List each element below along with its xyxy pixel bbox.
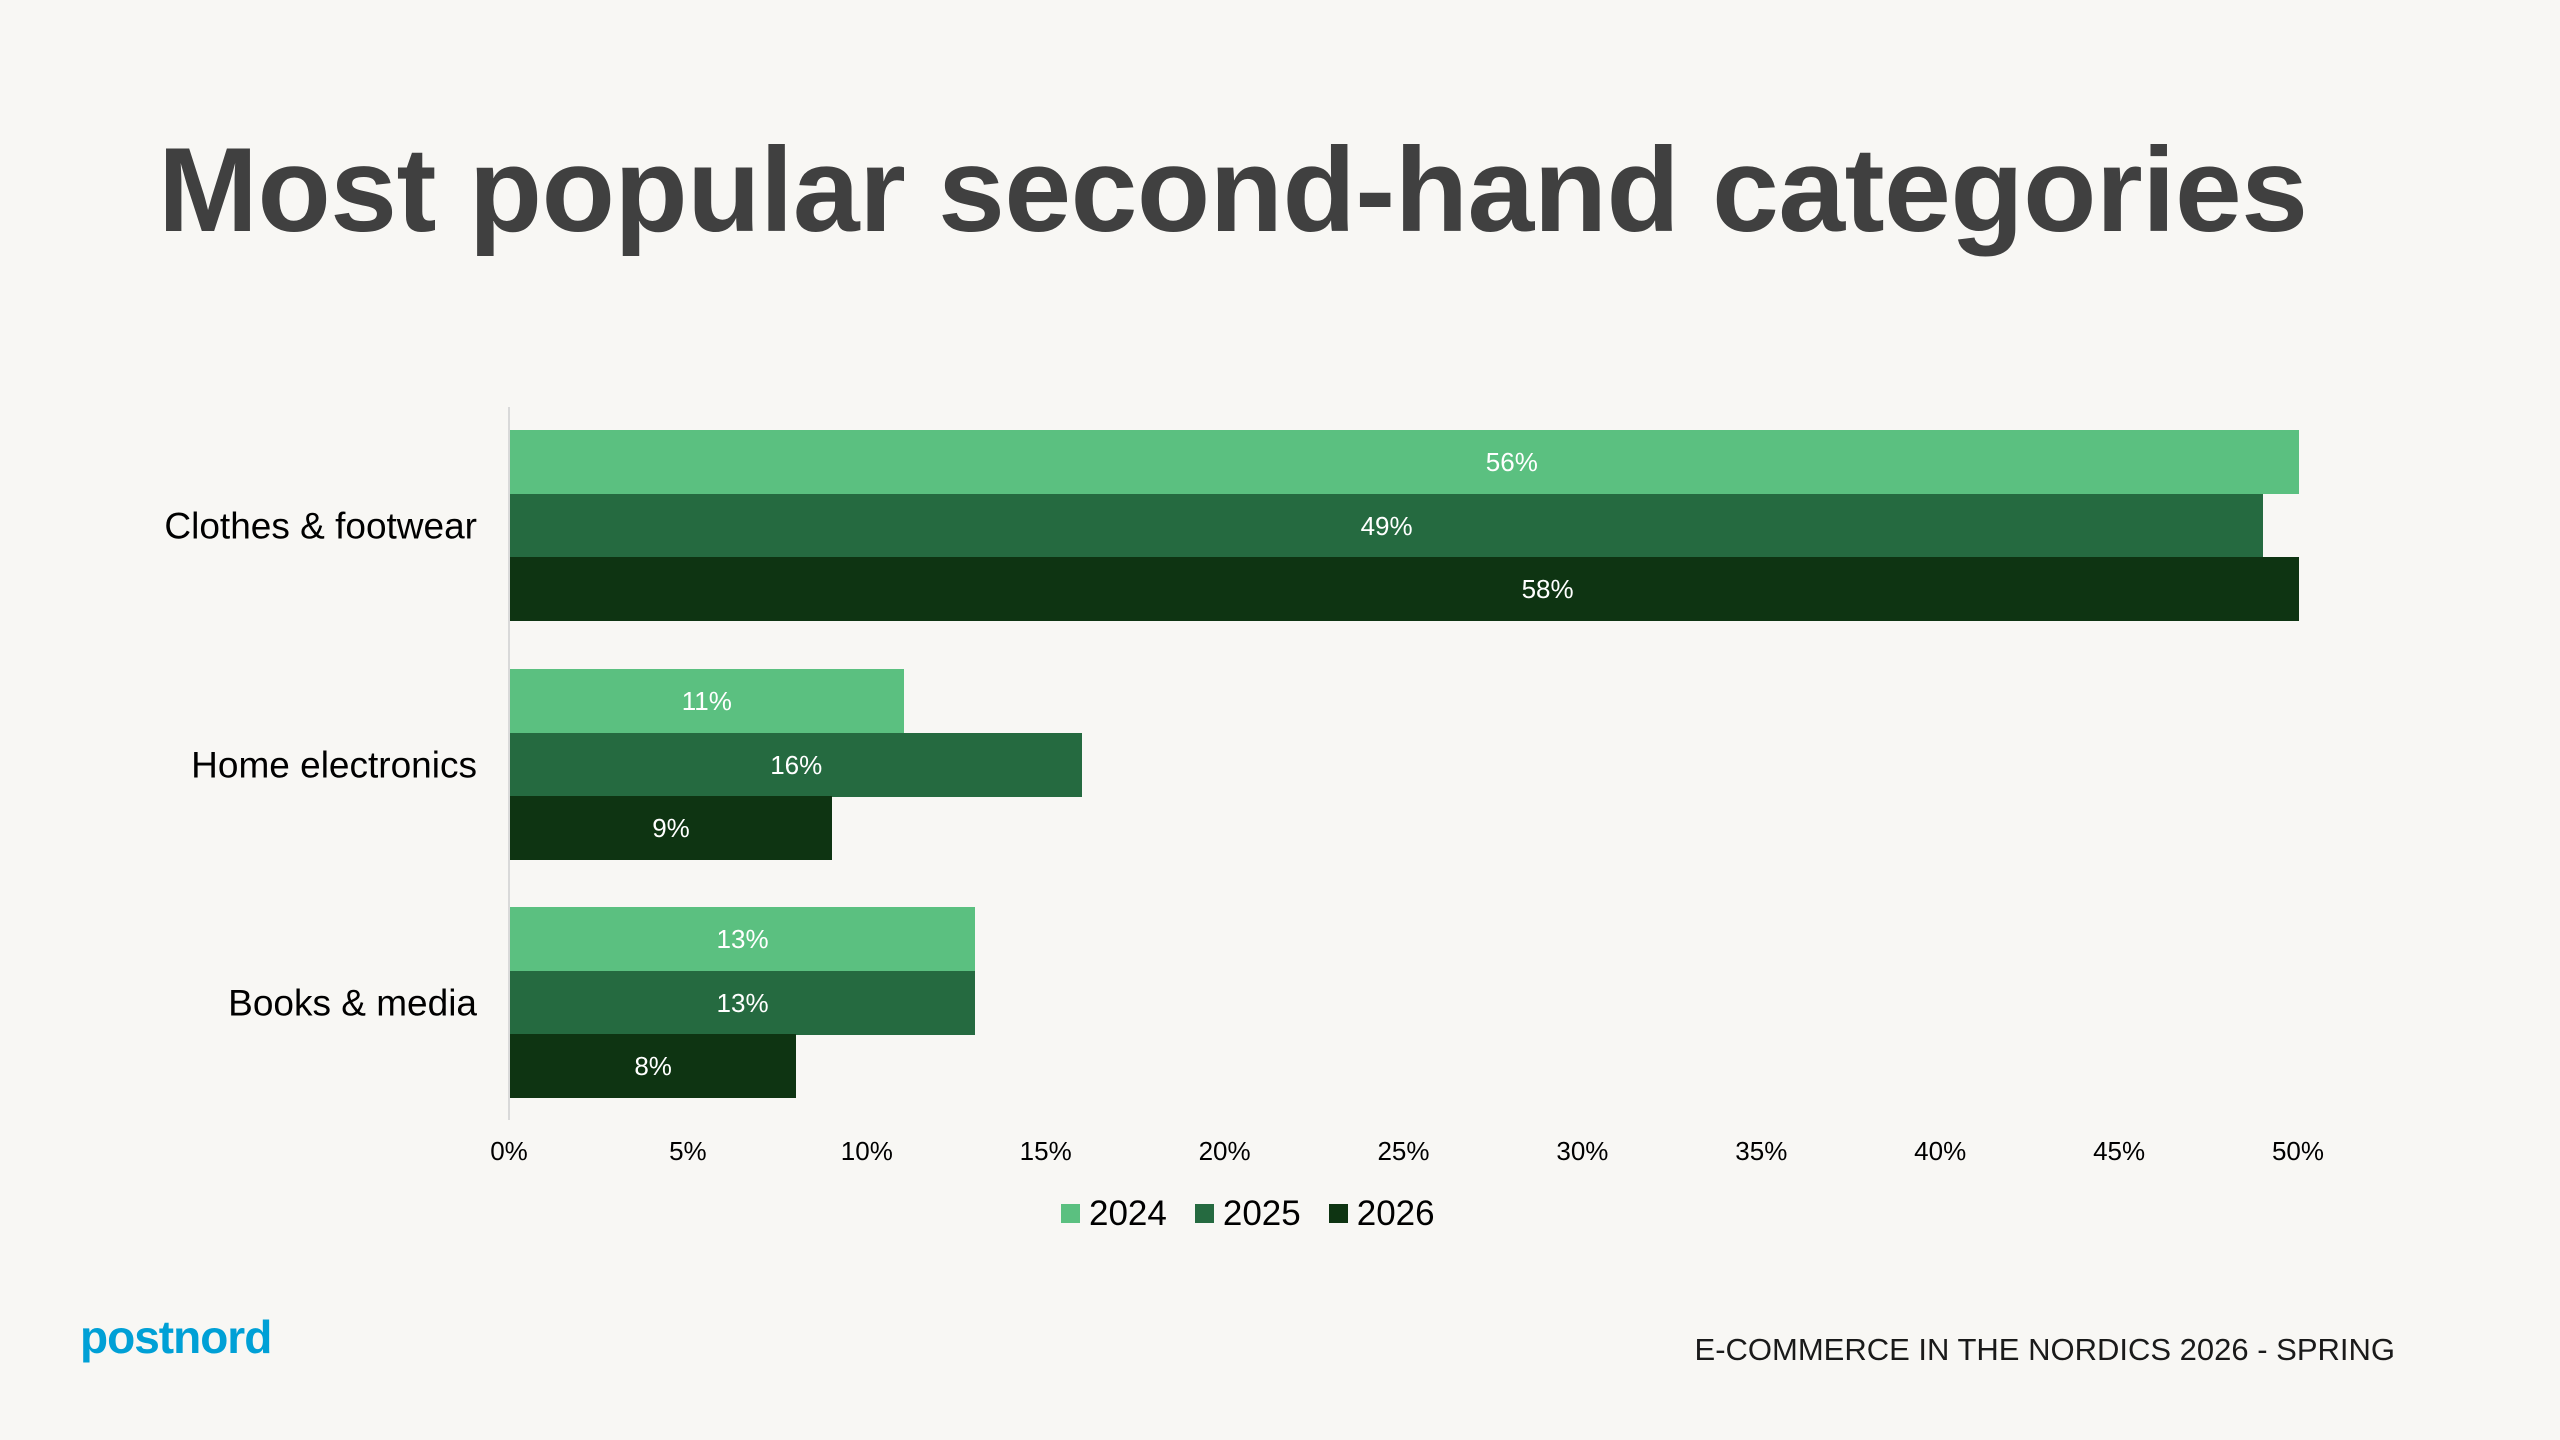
postnord-logo: postnord bbox=[80, 1311, 272, 1363]
x-axis-tick-label: 10% bbox=[840, 1136, 893, 1166]
bar-value-label: 11% bbox=[681, 686, 732, 716]
bar-2026: 58% bbox=[510, 557, 2299, 622]
legend-label: 2025 bbox=[1222, 1194, 1301, 1233]
bar-2024: 13% bbox=[510, 907, 976, 971]
bar-value-label: 9% bbox=[652, 813, 690, 844]
bar-2025: 16% bbox=[510, 732, 1083, 797]
bar-2024: 56% bbox=[510, 430, 2299, 494]
legend-swatch-icon bbox=[1328, 1204, 1348, 1223]
legend-swatch-icon bbox=[1194, 1204, 1214, 1223]
page-title: Most popular second-hand categories bbox=[158, 123, 2308, 257]
x-axis-tick-label: 50% bbox=[2271, 1136, 2325, 1166]
x-axis-tick-label: 30% bbox=[1556, 1136, 1609, 1166]
bar-value-label: 56% bbox=[1485, 447, 1538, 477]
legend-label: 2026 bbox=[1356, 1194, 1435, 1233]
bar-2024: 11% bbox=[510, 669, 904, 733]
legend-swatch-icon bbox=[1061, 1204, 1080, 1223]
bar-2026: 9% bbox=[510, 796, 833, 861]
category-label: Home electronics bbox=[191, 744, 477, 786]
bar-2026: 8% bbox=[510, 1034, 797, 1099]
x-axis-tick-label: 25% bbox=[1377, 1136, 1430, 1166]
legend-item-2026: 2026 bbox=[1328, 1194, 1435, 1233]
x-axis-tick-label: 40% bbox=[1914, 1136, 1967, 1166]
bar-value-label: 16% bbox=[770, 749, 823, 780]
chart-legend: 2024 2025 2026 bbox=[1061, 1196, 1463, 1231]
bar-value-label: 49% bbox=[1360, 510, 1413, 541]
legend-item-2025: 2025 bbox=[1194, 1194, 1301, 1233]
bar-value-label: 13% bbox=[716, 987, 769, 1018]
bar-2025: 13% bbox=[510, 970, 976, 1035]
category-axis-line bbox=[508, 407, 510, 1120]
bar-value-label: 13% bbox=[716, 924, 769, 954]
category-label: Clothes & footwear bbox=[164, 505, 477, 547]
bar-2025: 49% bbox=[510, 493, 2264, 558]
x-axis-tick-label: 20% bbox=[1198, 1136, 1251, 1166]
bar-value-label: 58% bbox=[1521, 574, 1574, 605]
x-axis-tick-label: 0% bbox=[490, 1136, 528, 1166]
x-axis-tick-label: 5% bbox=[669, 1136, 707, 1166]
legend-label: 2024 bbox=[1089, 1194, 1167, 1233]
bar-value-label: 8% bbox=[634, 1051, 672, 1082]
x-axis-tick-label: 15% bbox=[1019, 1136, 1072, 1166]
x-axis-tick-label: 35% bbox=[1735, 1136, 1788, 1166]
category-label: Books & media bbox=[228, 982, 477, 1024]
legend-item-2024: 2024 bbox=[1061, 1196, 1167, 1231]
x-axis-tick-label: 45% bbox=[2093, 1136, 2146, 1166]
footer-text: E-COMMERCE IN THE NORDICS 2026 - SPRING bbox=[1694, 1332, 2395, 1367]
